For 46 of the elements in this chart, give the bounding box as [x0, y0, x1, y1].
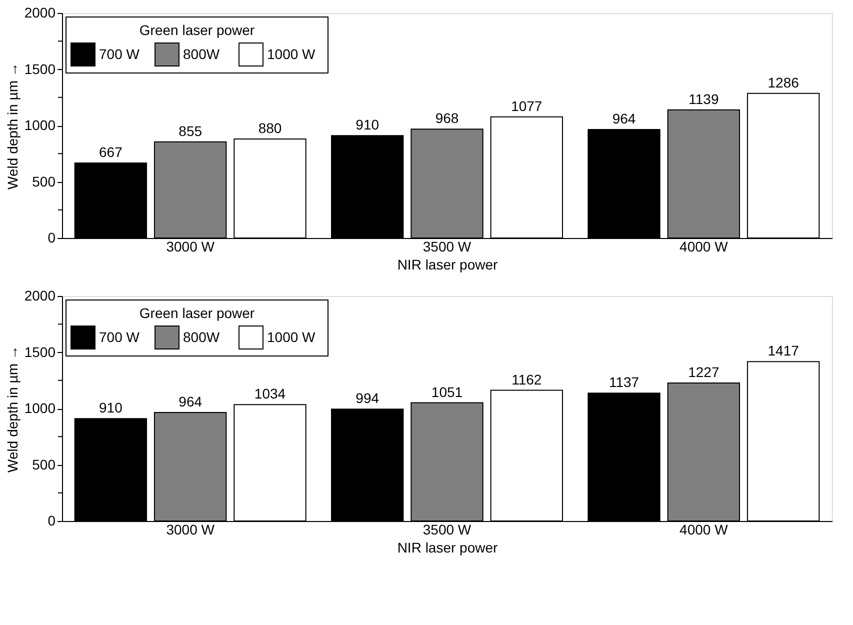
y-axis-title: Weld depth in µm → — [4, 62, 20, 190]
data-label: 1137 — [608, 374, 640, 390]
y-tick-label: 2000 — [24, 4, 56, 20]
data-label: 968 — [435, 110, 459, 126]
x-tick-label: 3500 W — [422, 522, 472, 538]
data-label: 1286 — [768, 74, 800, 90]
legend-label: 1000 W — [267, 46, 316, 62]
data-label: 1417 — [768, 342, 800, 359]
data-label: 1227 — [688, 364, 720, 380]
y-tick-label: 1000 — [24, 117, 56, 133]
data-label: 1051 — [431, 384, 463, 400]
y-tick-label: 500 — [32, 173, 56, 190]
legend-label: 800W — [183, 46, 220, 62]
legend-title: Green laser power — [139, 22, 255, 38]
data-label: 910 — [356, 116, 380, 133]
data-label: 855 — [178, 122, 202, 139]
legend-label: 700 W — [99, 46, 140, 62]
x-axis-title: NIR laser power — [397, 540, 498, 556]
y-tick-label: 1000 — [24, 400, 56, 416]
data-label: 667 — [99, 144, 123, 160]
data-label: 964 — [612, 110, 636, 127]
y-axis-title: Weld depth in µm → — [4, 346, 20, 472]
legend-title: Green laser power — [139, 305, 255, 321]
y-tick-label: 2000 — [24, 288, 56, 304]
data-label: 880 — [258, 120, 282, 136]
data-label: 994 — [356, 390, 380, 406]
data-label: 910 — [99, 400, 123, 416]
data-label: 1034 — [254, 386, 286, 402]
y-tick-label: 0 — [48, 230, 56, 246]
x-tick-label: 3500 W — [422, 238, 472, 254]
data-label: 1162 — [512, 371, 542, 388]
x-tick-label: 4000 W — [680, 238, 729, 254]
legend-label: 700 W — [99, 329, 140, 345]
y-tick-label: 500 — [32, 456, 56, 472]
data-label: 1139 — [688, 90, 719, 107]
x-tick-label: 4000 W — [680, 522, 729, 538]
y-tick-label: 1500 — [24, 344, 56, 360]
legend-label: 800W — [183, 329, 220, 345]
x-axis-title: NIR laser power — [397, 256, 498, 272]
y-tick-label: 1500 — [24, 60, 56, 77]
x-tick-label: 3000 W — [166, 522, 216, 538]
x-tick-label: 3000 W — [166, 238, 216, 254]
data-label: 964 — [178, 394, 202, 410]
legend-label: 1000 W — [267, 329, 316, 345]
data-label: 1077 — [511, 98, 542, 114]
y-tick-label: 0 — [48, 512, 56, 528]
